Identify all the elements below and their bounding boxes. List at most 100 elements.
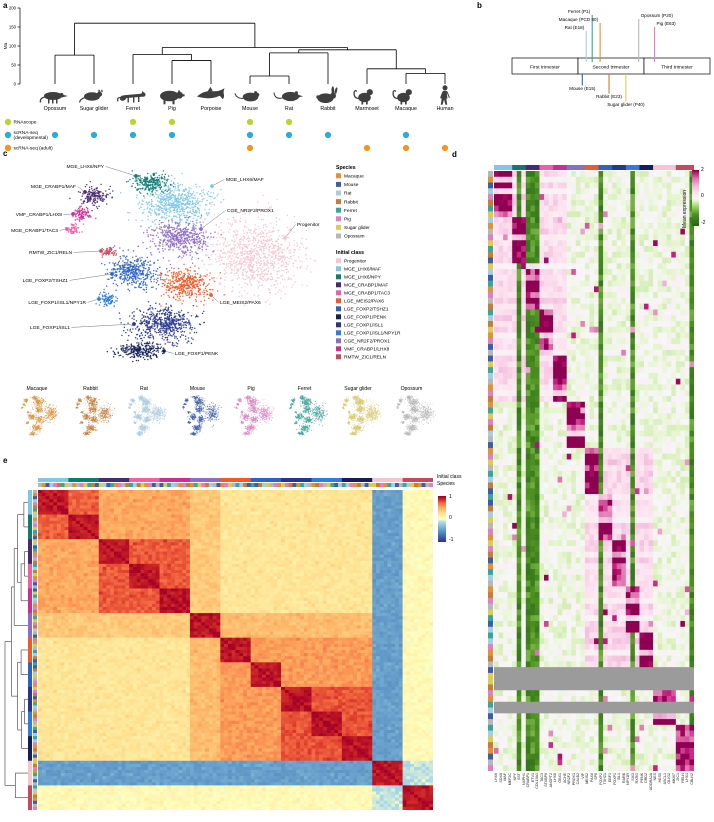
scrna_dev-dot (90, 131, 98, 139)
cluster-label-dot (198, 226, 204, 232)
ma-tick-label: 150 (9, 25, 17, 30)
assay-legend-label: scRNA-seq (14, 130, 39, 136)
species-name: Mouse (242, 106, 258, 112)
mini-umap-sugar-glider (334, 394, 382, 440)
species-legend-swatch (336, 216, 341, 222)
scrna_dev-dot (246, 131, 254, 139)
ma-tick-label: 0 (14, 82, 17, 87)
trimester-box (643, 57, 711, 75)
cluster-label: MGE_LHX6/NPY (66, 164, 104, 170)
stage-label: Macaque (PCD 80) (559, 17, 599, 22)
scrna_dev-dot (168, 131, 176, 139)
trimester-label: Second trimester (593, 65, 630, 71)
cluster-label-dot (70, 211, 76, 217)
class-legend-label: MGE_CRABP1/TAC3 (344, 291, 390, 297)
mini-umap-label: Sugar glider (344, 386, 372, 392)
species-name: Rabbit (320, 106, 336, 112)
gene-labels: LHX6 SOX6 MAF MEF2C NPY SST NXPH1 CRABP1 ETV1 COL… (494, 772, 698, 822)
species-name: Human (436, 106, 453, 112)
correlation-colorbar-tick-mid: 0 (449, 515, 452, 521)
mini-umap-label: Rat (140, 386, 149, 392)
gene-label: MEIS2 (585, 773, 590, 784)
marmoset-silhouette-icon (353, 89, 373, 105)
panel-label-c: c (3, 149, 8, 158)
class-legend-label: MGE_LHX6/NPY (344, 275, 382, 281)
assay-legend-label: RNAscope (14, 120, 37, 126)
class-legend-swatch (336, 346, 341, 352)
gene-label: RXRG (635, 773, 640, 784)
pig-silhouette-icon (160, 89, 185, 105)
expression-colorbar-tick-max: 2 (701, 167, 704, 173)
cluster-label: LGE_FOXP1/ISL1 (30, 325, 70, 331)
ma-axis-title: Ma (3, 42, 9, 49)
species-name: Marmoset (355, 106, 379, 112)
cluster-label-line (69, 273, 113, 281)
gene-label: SP8 (594, 773, 599, 780)
cluster-label: LGE_FOXP1/ISL1/NPY1R (28, 300, 86, 306)
trimester-label: Third trimester (661, 65, 693, 71)
scrna_adult-dot (441, 144, 449, 152)
gene-label: CRABP1 (526, 773, 531, 788)
gene-label: LHX1 (685, 773, 690, 782)
stage-label: Opossum (P20) (641, 13, 674, 18)
class-legend-label: LGE_FOXP1/ISL1 (344, 323, 384, 329)
cluster-label-line (284, 224, 296, 239)
species-legend-label: Opossum (344, 234, 365, 240)
expression-heatmap (494, 171, 694, 771)
gene-label: NR2F2 (567, 773, 572, 785)
mini-umap-mouse (173, 394, 222, 440)
scrna_dev-legend-dot (4, 131, 12, 139)
class-legend-label: RMTW_ZIC1/RELN (344, 355, 387, 361)
gene-label: ASCL1 (662, 773, 667, 785)
class-legend-label: LGE_FOXP2/TSHZ1 (344, 307, 389, 313)
correlation-colorbar-tick-max: 1 (449, 494, 452, 500)
cluster-label: LGE_FOXP2/TSHZ1 (23, 278, 69, 284)
gene-label: NES (653, 773, 658, 781)
rnascope-legend-dot (4, 118, 12, 126)
rnascope-dot (129, 118, 137, 126)
class-legend-label: LGE_MEIS2/PAX6 (344, 299, 384, 305)
cluster-label-dot (96, 296, 102, 302)
gene-label: MEF2C (508, 773, 513, 786)
stage-label: Sugar glider (P40) (607, 102, 645, 107)
stage-label: Ferret (P1) (568, 9, 591, 14)
scrna_adult-dot (363, 144, 371, 152)
gene-label: FOXP1 (612, 773, 617, 785)
gene-label: NPY (512, 773, 517, 781)
species-legend-label: Pig (344, 217, 351, 223)
assay-legend-label: scRNA-seq (adult) (14, 146, 54, 152)
annotation-label-species: Species (437, 481, 455, 487)
scrna_dev-dot (51, 131, 59, 139)
stage-label: Rabbit (E23) (596, 94, 622, 99)
species-name: Rat (285, 106, 294, 112)
scrna_dev-dot (402, 131, 410, 139)
expression-colorbar-tick-mid: 0 (701, 193, 704, 199)
panel-a-phylogeny: 200 150 100 50 0 Ma Opossum Sugar glider Ferret P… (3, 6, 454, 152)
gene-label: LHX6 (494, 773, 499, 782)
cluster-label-dot (82, 189, 88, 195)
umap-scatter-canvas (12, 166, 322, 372)
cluster-label-line (105, 166, 137, 177)
species-legend-label: Macaque (344, 174, 364, 180)
trimester-label: First trimester (530, 65, 560, 71)
stage-label: Pig (E63) (657, 21, 677, 26)
species-name: Ferret (126, 106, 141, 112)
class-legend-swatch (336, 266, 341, 272)
ma-tick-label: 100 (9, 44, 17, 49)
species-legend-label: Rabbit (344, 199, 359, 205)
gene-label: GBX1 (558, 773, 563, 783)
gene-label: ACHE (562, 773, 567, 783)
cluster-label-dot (133, 173, 139, 179)
species-name: Porpoise (201, 106, 222, 112)
mini-umap-pig (227, 394, 275, 440)
species-legend-swatch (336, 181, 341, 187)
cluster-label-dot (109, 271, 115, 277)
correlation-heatmap (38, 490, 433, 810)
class-legend-swatch (336, 306, 341, 312)
class-legend-label: MGE_CRABP1/MAF (344, 283, 388, 289)
gene-label: EBF1 (608, 773, 613, 782)
species-legend-swatch (336, 224, 341, 230)
panel-label-a: a (3, 1, 8, 10)
correlation-colorbar-tick-min: -1 (449, 537, 454, 543)
